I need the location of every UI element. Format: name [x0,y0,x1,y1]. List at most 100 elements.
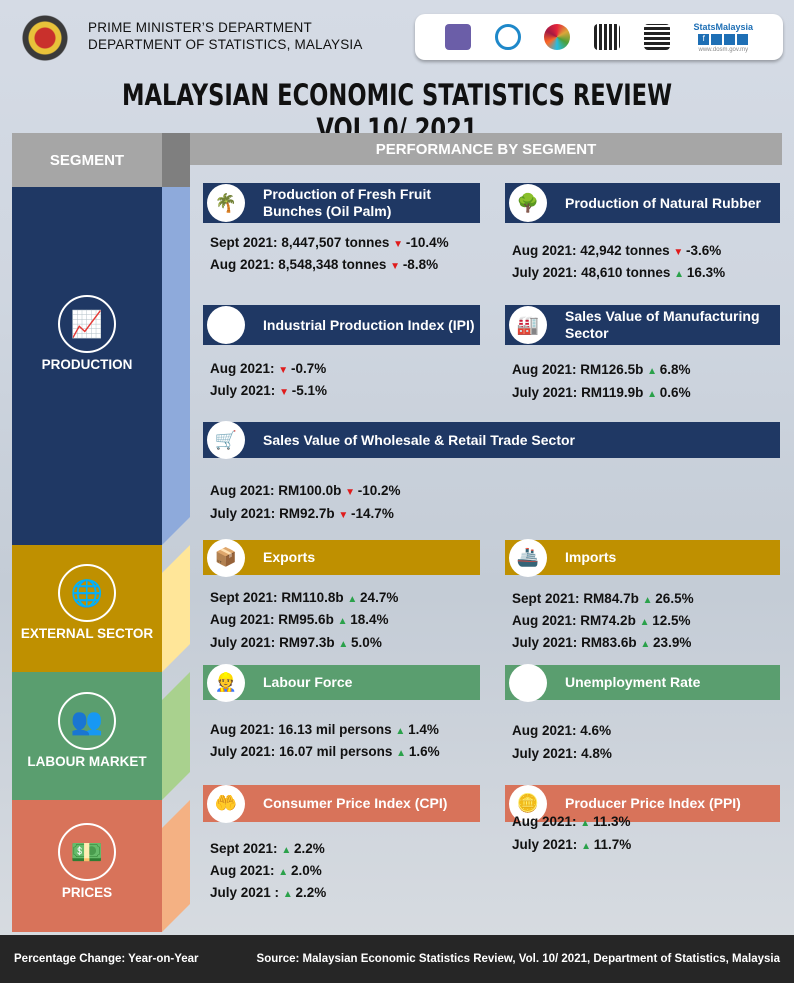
page-title: MALAYSIAN ECONOMIC STATISTICS REVIEW VOL… [121,78,673,146]
people-icon: 👥 [58,692,116,750]
stat-row: Aug 2021: 42,942 tonnes ▼ -3.6% [512,243,721,258]
stat-change: 5.0% [351,635,382,650]
stat-row: Sept 2021: 8,447,507 tonnes ▼ -10.4% [210,235,449,250]
facebook-icon[interactable]: f [698,33,710,45]
card-header: 🛒 Sales Value of Wholesale & Retail Trade… [203,421,780,459]
arrow-up-icon: ▲ [674,269,687,280]
stat-period: July 2021: [210,635,276,650]
arrow-up-icon: ▲ [337,616,351,627]
website-url[interactable]: www.dosm.gov.my [698,46,749,53]
rubber-tapper-icon: 🌳 [509,184,547,222]
stats-malaysia-social: StatsMalaysia f www.dosm.gov.my [694,22,754,53]
arrow-up-icon: ▲ [338,639,352,650]
arrow-down-icon: ▼ [673,247,687,258]
stat-value: 8,548,348 tonnes [278,257,387,272]
instagram-icon[interactable] [711,33,723,45]
footer-source: Source: Malaysian Economic Statistics Re… [256,953,780,965]
twitter-icon[interactable] [724,33,736,45]
qr-code-icon[interactable] [594,24,621,50]
stat-value: RM110.8b [281,590,344,605]
stat-period: July 2021: [512,385,578,400]
stat-value: 16.07 mil persons [279,744,393,759]
segment-strip-external [162,545,190,672]
stat-row: July 2021: ▼ -5.1% [210,383,327,398]
segment-strip-production [162,187,190,545]
stat-change: 18.4% [350,612,389,627]
stat-row: July 2021 : ▲ 2.2% [210,885,326,900]
stat-value: RM97.3b [279,635,335,650]
stat-row: Sept 2021: RM84.7b ▲ 26.5% [512,591,694,606]
qr-code-facebook-icon[interactable] [643,24,670,50]
stat-change: 12.5% [652,613,691,628]
arrow-up-icon: ▲ [347,594,361,605]
arrow-up-icon: ▲ [639,617,653,628]
stat-value: 48,610 tonnes [581,265,671,280]
arrow-up-icon: ▲ [580,818,593,829]
arrow-up-icon: ▲ [396,748,409,759]
footer-note: Percentage Change: Year-on-Year [14,953,199,965]
stat-row: Aug 2021: RM74.2b ▲ 12.5% [512,613,691,628]
coins-icon: 🪙 [509,784,547,823]
stat-change: 2.0% [290,863,322,878]
stat-change: -5.1% [291,383,328,398]
malaysia-coat-of-arms-logo [14,14,76,62]
card-title: Producer Price Index (PPI) [565,795,741,811]
arrow-down-icon: ▼ [279,387,292,398]
arrow-up-icon: ▲ [647,389,660,400]
card-header: 🌴 Production of Fresh Fruit Bunches (Oil … [203,183,480,223]
segment-strip-prices [162,800,190,932]
card-title: Consumer Price Index (CPI) [263,795,448,811]
card-header: 👷 Labour Force [203,663,480,702]
youtube-icon[interactable] [737,33,749,45]
card-header: 🌳 Production of Natural Rubber [505,183,780,223]
stat-value: 4.6% [580,723,612,738]
stat-row: July 2021: RM97.3b ▲ 5.0% [210,635,382,650]
arrow-down-icon: ▼ [338,510,352,521]
stat-period: July 2021 : [210,885,280,900]
stat-row: July 2021: 4.8% [512,746,612,761]
stats-malaysia-brand: StatsMalaysia [693,21,754,32]
money-icon: 💵 [58,823,116,881]
stat-value: RM126.5b [580,362,644,377]
stat-change: 11.3% [592,814,631,829]
stat-row: Aug 2021: 16.13 mil persons ▲ 1.4% [210,722,439,737]
stat-row: Sept 2021: ▲ 2.2% [210,841,325,856]
stat-period: Aug 2021: [512,362,577,377]
chart-icon: 📈 [58,295,116,353]
stat-change: 2.2% [294,841,325,856]
card-header: ⚙ Industrial Production Index (IPI) [203,305,480,345]
stat-change: -0.7% [290,361,327,376]
segment-label: EXTERNAL SECTOR [20,626,154,641]
palm-tree-icon: 🌴 [207,184,245,222]
stat-change: -10.2% [357,483,401,498]
card-title: Unemployment Rate [565,674,701,690]
stat-value: RM95.6b [278,612,334,627]
stat-row: July 2021: ▲ 11.7% [512,837,631,852]
stat-change: 11.7% [593,837,632,852]
arrow-up-icon: ▲ [282,889,296,900]
cargo-box-icon: 📦 [207,538,245,577]
stat-period: July 2021: [210,506,276,521]
sdg-logo [544,24,571,50]
segment-labour: 👥 LABOUR MARKET [12,672,162,800]
stat-period: Sept 2021: [210,235,278,250]
cargo-ship-icon: 🚢 [509,538,547,577]
stat-period: Aug 2021: [512,814,577,829]
stat-period: Sept 2021: [210,590,278,605]
stat-period: Aug 2021: [210,612,275,627]
workers-icon: 👷 [207,663,245,702]
stat-value: RM84.7b [583,591,639,606]
org-line-2: DEPARTMENT OF STATISTICS, MALAYSIA [88,37,363,52]
globe-icon: 🌐 [58,564,116,622]
stat-row: Sept 2021: RM110.8b ▲ 24.7% [210,590,398,605]
card-title: Production of Natural Rubber [565,194,761,211]
stat-change: 2.2% [295,885,327,900]
segment-label: PRODUCTION [41,357,133,372]
stat-change: 6.8% [659,362,691,377]
stat-row: July 2021: 48,610 tonnes ▲ 16.3% [512,265,725,280]
stat-period: Aug 2021: [512,613,577,628]
stat-change: 24.7% [360,590,399,605]
stat-period: Aug 2021: [210,722,275,737]
stat-value: RM100.0b [278,483,342,498]
stat-value: 8,447,507 tonnes [281,235,390,250]
